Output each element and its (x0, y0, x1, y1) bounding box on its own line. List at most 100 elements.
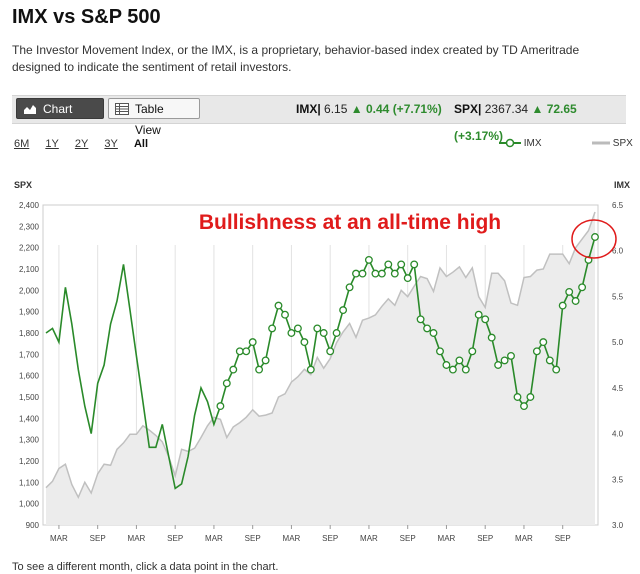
imx-data-point (248, 338, 257, 347)
tab-table-view[interactable]: Table View (108, 98, 200, 137)
imx-data-point (222, 379, 231, 388)
imx-data-point (403, 274, 412, 283)
imx-data-point (216, 402, 225, 411)
legend-spx-label: SPX (612, 138, 633, 149)
x-axis-tick-label: MAR (438, 534, 456, 543)
chart-toolbar: Chart View Table View IMX| 6.15 ▲ 0.44 (… (12, 95, 626, 143)
imx-up-arrow-icon: ▲ (350, 102, 363, 116)
left-axis-tick-label: 1,400 (19, 414, 40, 423)
left-axis-title: SPX (14, 180, 33, 190)
imx-data-point (261, 356, 270, 365)
imx-data-point (448, 365, 457, 374)
x-axis-tick-label: MAR (128, 534, 146, 543)
legend-imx-marker-icon (499, 139, 521, 148)
imx-data-point (377, 269, 386, 278)
imx-data-point (552, 365, 561, 374)
tab-chart-view-label: Chart View (43, 102, 73, 137)
left-axis-tick-label: 2,000 (19, 286, 40, 295)
imx-data-point (474, 310, 483, 319)
imx-data-point (591, 233, 599, 241)
imx-data-point (526, 393, 535, 401)
right-axis-tick-label: 4.0 (612, 430, 624, 439)
imx-data-point (584, 255, 593, 264)
x-axis-tick-label: MAR (360, 534, 378, 543)
tab-table-view-label: Table View (135, 102, 164, 137)
imx-data-point (513, 393, 522, 401)
imx-data-point (390, 269, 399, 278)
left-axis-tick-label: 1,700 (19, 350, 40, 359)
x-axis-tick-label: MAR (50, 534, 68, 543)
imx-data-point (461, 365, 470, 374)
table-icon (115, 103, 129, 115)
range-all[interactable]: All (133, 138, 148, 150)
imx-data-point (235, 347, 244, 356)
imx-data-point (300, 338, 309, 347)
imx-data-point (487, 333, 496, 342)
imx-data-point (558, 301, 567, 310)
range-selector: 6M 1Y 2Y 3Y All (14, 138, 161, 150)
imx-data-point (494, 361, 503, 369)
range-3y[interactable]: 3Y (104, 138, 118, 150)
imx-data-point (306, 365, 315, 374)
left-axis-tick-label: 1,200 (19, 457, 40, 466)
imx-data-point (455, 356, 464, 365)
x-axis-tick-label: SEP (555, 534, 571, 543)
annotation-circle (571, 219, 617, 259)
range-2y[interactable]: 2Y (74, 138, 89, 150)
spx-symbol: SPX| (454, 102, 482, 116)
x-axis-tick-label: SEP (167, 534, 183, 543)
page-title: IMX vs S&P 500 (12, 6, 161, 28)
imx-data-point (384, 260, 393, 269)
area-chart-icon (24, 105, 36, 114)
imx-data-point (255, 365, 264, 374)
imx-data-point (539, 338, 548, 347)
range-6m[interactable]: 6M (14, 138, 30, 150)
imx-data-point (242, 347, 251, 356)
imx-data-point (358, 269, 367, 278)
left-axis-tick-label: 1,600 (19, 372, 40, 381)
imx-data-point (319, 329, 328, 337)
imx-data-point (410, 260, 419, 269)
imx-data-point (545, 356, 554, 365)
imx-data-point (339, 306, 348, 315)
range-1y[interactable]: 1Y (45, 138, 59, 150)
right-axis-tick-label: 3.5 (612, 475, 624, 484)
imx-data-point (274, 301, 283, 310)
left-axis-tick-label: 1,000 (19, 500, 40, 509)
annotation-text: Bullishness at an all-time high (199, 211, 501, 234)
spx-change-pct: (+3.17%) (454, 129, 504, 143)
left-axis-tick-label: 2,200 (19, 244, 40, 253)
left-axis-tick-label: 1,800 (19, 329, 40, 338)
right-axis-title: IMX (614, 180, 631, 190)
imx-quote: IMX| 6.15 ▲ 0.44 (+7.71%) (296, 96, 442, 123)
imx-data-point (352, 269, 360, 278)
left-axis-tick-label: 900 (26, 521, 40, 530)
imx-value: 6.15 (324, 102, 348, 116)
tab-chart-view[interactable]: Chart View (16, 98, 104, 137)
imx-data-point (423, 324, 432, 333)
spx-change: 72.65 (546, 102, 577, 116)
spx-up-arrow-icon: ▲ (531, 102, 544, 116)
imx-data-point (481, 315, 490, 324)
x-axis-tick-label: SEP (400, 534, 416, 543)
spx-quote: SPX| 2367.34 ▲ 72.65 (+3.17%) (454, 96, 626, 143)
legend-spx: SPX (592, 138, 633, 149)
spx-line (45, 211, 596, 500)
left-axis-tick-label: 1,900 (19, 308, 40, 317)
imx-data-point (571, 297, 580, 305)
x-axis-tick-label: SEP (245, 534, 261, 543)
legend-imx-label: IMX (523, 138, 542, 149)
left-axis-tick-label: 1,100 (19, 478, 40, 487)
imx-data-point (268, 324, 277, 333)
left-axis-tick-label: 1,300 (19, 436, 40, 445)
imx-data-point (345, 283, 354, 292)
page-description: The Investor Movement Index, or the IMX,… (12, 43, 580, 74)
x-axis-tick-label: MAR (515, 534, 533, 543)
footer-hint: To see a different month, click a data p… (12, 561, 279, 573)
imx-data-point (416, 315, 425, 324)
left-axis-tick-label: 1,500 (19, 393, 40, 402)
imx-data-point (229, 365, 238, 374)
imx-data-point (326, 347, 335, 356)
imx-line (45, 236, 596, 490)
